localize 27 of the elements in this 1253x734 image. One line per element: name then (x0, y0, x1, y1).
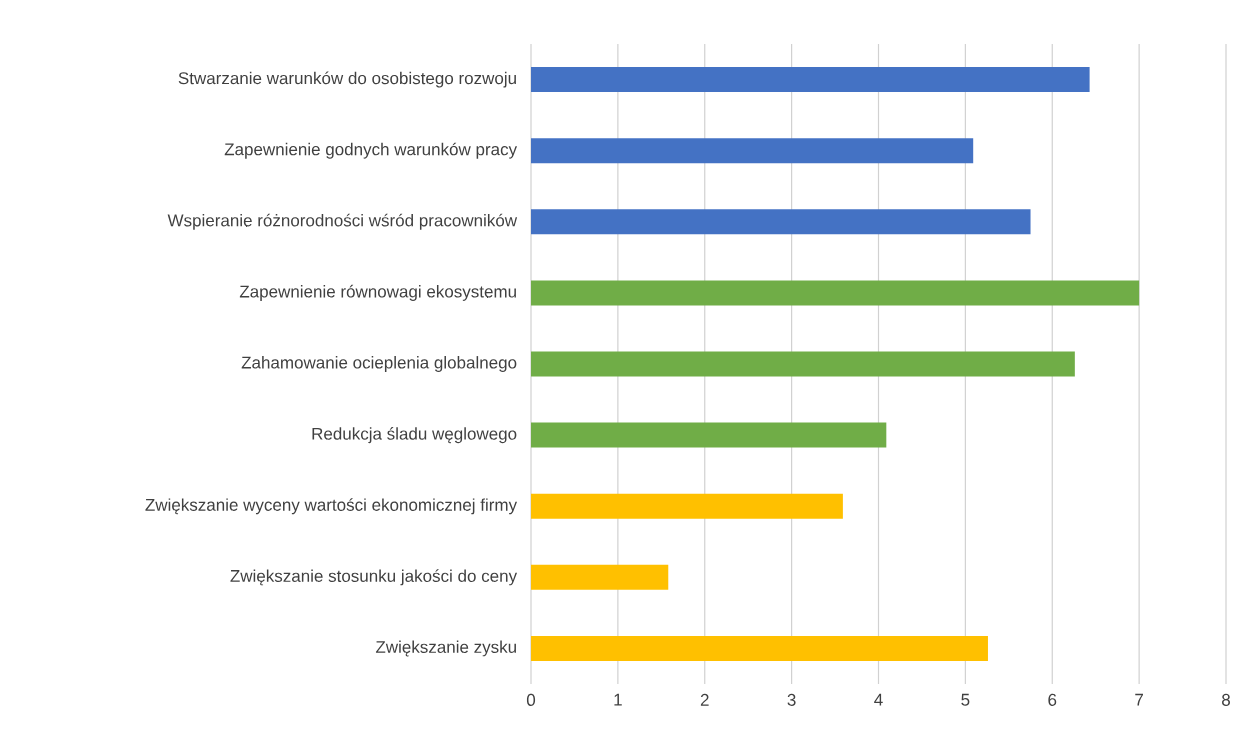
y-tick-label: Zwiększanie wyceny wartości ekonomicznej firmy (145, 498, 518, 515)
bar (531, 67, 1090, 93)
y-tick-label: Stwarzanie warunków do osobistego rozwoju (178, 71, 516, 88)
y-tick-label: Zwiększanie stosunku jakości do ceny (230, 569, 518, 586)
y-tick-label: Zapewnienie godnych warunków pracy (224, 142, 518, 159)
x-tick-label: 1 (614, 693, 622, 706)
y-tick-label: Zahamowanie ocieplenia globalnego (241, 356, 517, 372)
y-tick-label: Wspieranie różnorodności wśród pracowników (167, 213, 518, 230)
bar (531, 564, 669, 590)
x-tick-label: 3 (787, 693, 796, 706)
y-tick-label: Zwiększanie zysku (375, 640, 516, 657)
x-tick-label: 4 (874, 693, 883, 706)
bar (531, 422, 887, 448)
bar (531, 635, 988, 661)
x-tick-label: 2 (700, 693, 709, 706)
x-tick-label: 7 (1135, 693, 1143, 706)
bar (531, 138, 974, 164)
bar (531, 493, 843, 519)
y-tick-label: Redukcja śladu węglowego (312, 427, 517, 444)
x-tick-label: 0 (526, 693, 536, 706)
y-tick-label: Zapewnienie równowagi ekosystemu (239, 284, 516, 301)
bar (531, 209, 1031, 235)
x-tick-label: 5 (961, 693, 970, 706)
bar (531, 280, 1140, 306)
x-tick-label: 6 (1048, 693, 1057, 706)
x-tick-label: 8 (1222, 693, 1230, 706)
bar (531, 351, 1075, 377)
